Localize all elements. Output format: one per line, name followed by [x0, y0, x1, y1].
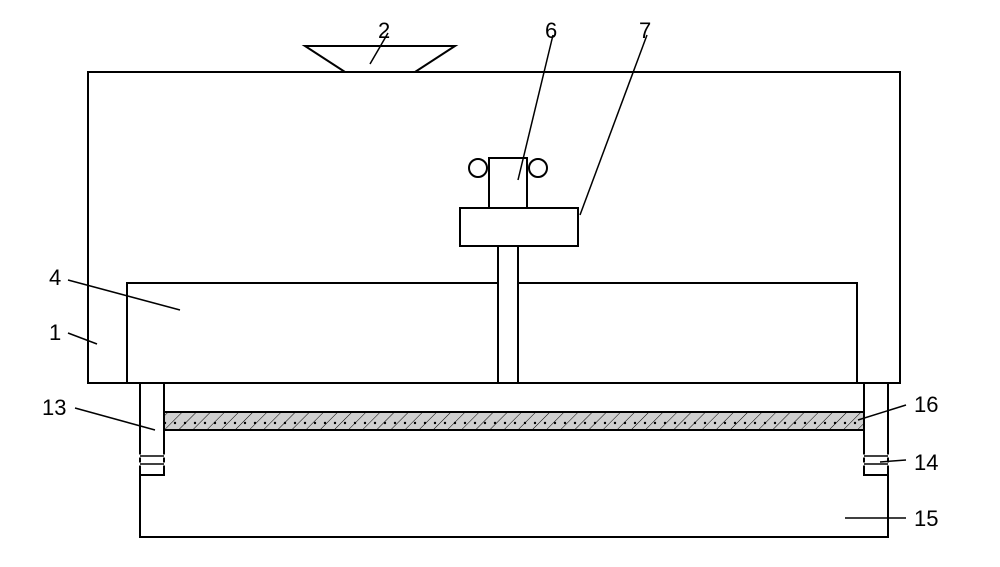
- label-1: 1: [49, 320, 61, 346]
- box-7: [460, 208, 578, 246]
- camera-right-lens: [529, 159, 547, 177]
- technical-diagram: [0, 0, 1000, 567]
- label-6: 6: [545, 18, 557, 44]
- camera-left-lens: [469, 159, 487, 177]
- label-14: 14: [914, 450, 938, 476]
- label-2: 2: [378, 18, 390, 44]
- label-7: 7: [639, 18, 651, 44]
- shaft: [498, 246, 518, 383]
- label-4: 4: [49, 265, 61, 291]
- bottom-tray: [140, 475, 888, 537]
- label-16: 16: [914, 392, 938, 418]
- label-13: 13: [42, 395, 66, 421]
- leader-lines: [68, 33, 906, 518]
- hatched-plate-dots: [164, 412, 864, 430]
- box-4: [127, 283, 857, 383]
- label-15: 15: [914, 506, 938, 532]
- funnel: [305, 46, 455, 72]
